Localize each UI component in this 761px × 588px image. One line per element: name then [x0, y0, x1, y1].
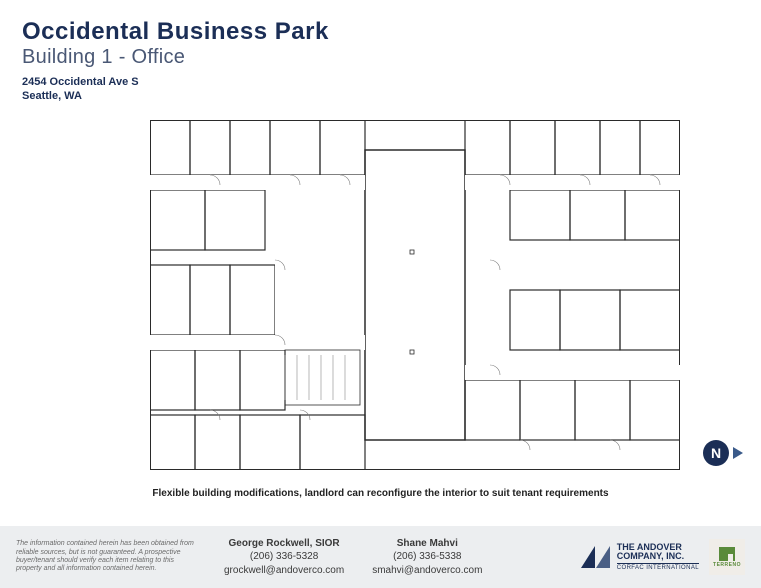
terreno-logo: TERRENO [709, 539, 745, 575]
terreno-label: TERRENO [713, 562, 741, 568]
contact-1: George Rockwell, SIOR (206) 336-5328 gro… [224, 537, 344, 578]
address-line-2: Seattle, WA [22, 89, 761, 103]
andover-logo: THE ANDOVER COMPANY, INC. CORFAC INTERNA… [581, 543, 699, 571]
address-line-1: 2454 Occidental Ave S [22, 75, 761, 89]
terreno-mark-icon [719, 547, 735, 561]
contact-1-phone: (206) 336-5328 [224, 550, 344, 564]
compass-arrow-icon [733, 447, 743, 459]
contact-2-phone: (206) 336-5338 [372, 550, 482, 564]
footer-logos: THE ANDOVER COMPANY, INC. CORFAC INTERNA… [581, 539, 745, 575]
page-subtitle: Building 1 - Office [22, 46, 761, 69]
header: Occidental Business Park Building 1 - Of… [0, 0, 761, 104]
address-block: 2454 Occidental Ave S Seattle, WA [22, 75, 761, 104]
floorplan-diagram [150, 120, 680, 470]
disclaimer-text: The information contained herein has bee… [16, 540, 196, 574]
andover-sub: CORFAC INTERNATIONAL [617, 563, 699, 571]
floorplan-container [150, 120, 680, 470]
compass: N [703, 440, 743, 466]
page-title: Occidental Business Park [22, 18, 761, 46]
footer: The information contained herein has bee… [0, 526, 761, 588]
andover-mark-icon [581, 546, 611, 568]
andover-line2: COMPANY, INC. [617, 552, 699, 561]
floorplan-caption: Flexible building modifications, landlor… [0, 488, 761, 499]
andover-text: THE ANDOVER COMPANY, INC. CORFAC INTERNA… [617, 543, 699, 571]
contact-2-name: Shane Mahvi [372, 537, 482, 551]
compass-north-icon: N [703, 440, 729, 466]
contact-2: Shane Mahvi (206) 336-5338 smahvi@andove… [372, 537, 482, 578]
contact-1-email: grockwell@andoverco.com [224, 564, 344, 578]
contact-1-name: George Rockwell, SIOR [224, 537, 344, 551]
contact-2-email: smahvi@andoverco.com [372, 564, 482, 578]
